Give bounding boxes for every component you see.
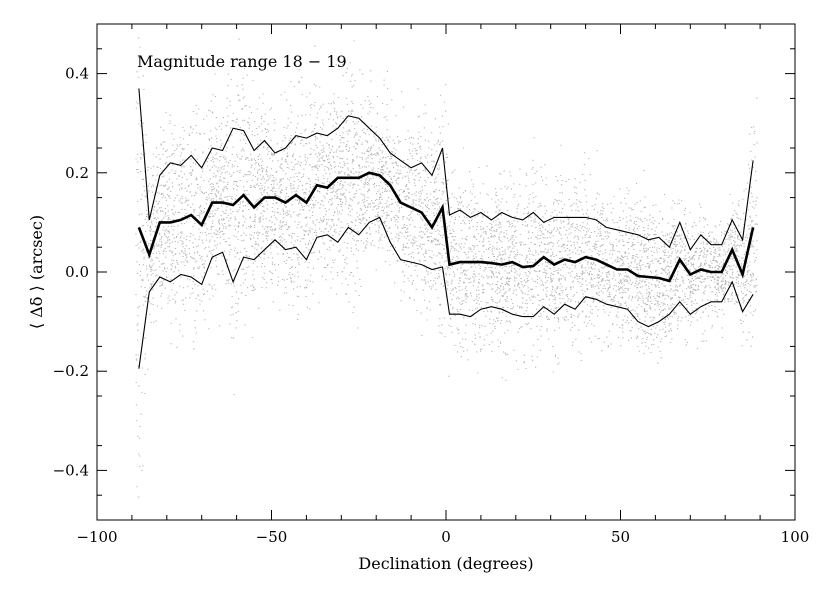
y-tick-label: 0.4: [65, 65, 89, 83]
scatter-points: [135, 37, 758, 498]
lower-envelope-line: [138, 216, 754, 369]
x-tick-label: −50: [256, 528, 288, 546]
plot-frame: [96, 23, 796, 521]
series-lines: [137, 88, 755, 369]
y-axis-title: ⟨ Δδ ⟩ (arcsec): [27, 215, 46, 329]
magnitude-annotation: Magnitude range 18 − 19: [137, 52, 347, 71]
axis-ticks: [96, 24, 796, 520]
upper-envelope-line: [138, 88, 754, 251]
y-tick-label: −0.2: [53, 362, 89, 380]
y-tick-label: 0.2: [65, 164, 89, 182]
axis-tick-labels: −100 −50 0 50 100 −0.4 −0.2 0.0 0.2 0.4: [53, 65, 810, 546]
x-tick-label: 0: [441, 528, 451, 546]
x-tick-label: 100: [781, 528, 810, 546]
mean-line: [137, 171, 755, 283]
scatter-cloud: [135, 37, 758, 498]
x-axis-title: Declination (degrees): [358, 554, 533, 573]
y-tick-label: −0.4: [53, 461, 89, 479]
x-tick-label: 50: [611, 528, 630, 546]
x-tick-label: −100: [76, 528, 117, 546]
y-tick-label: 0.0: [65, 263, 89, 281]
